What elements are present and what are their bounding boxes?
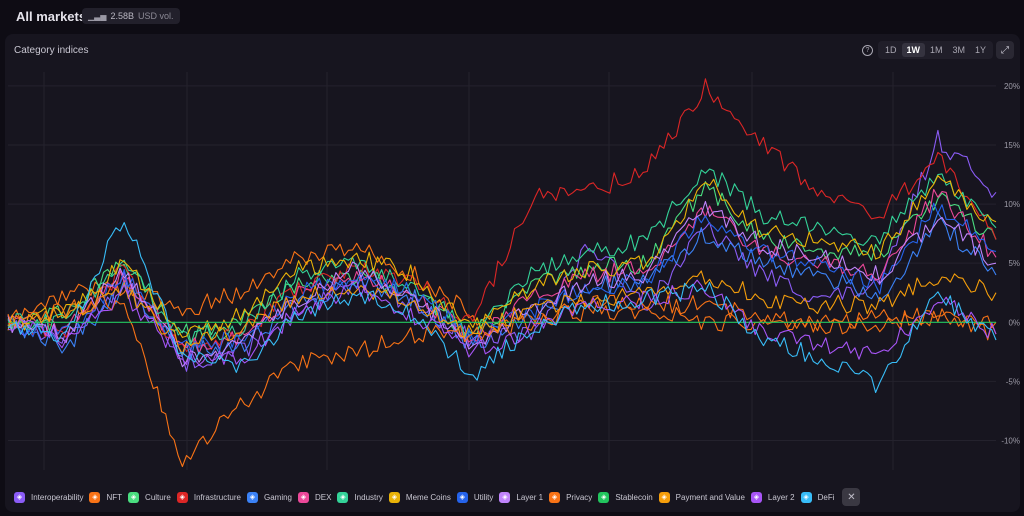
timeframe-1m[interactable]: 1M: [930, 45, 943, 55]
series-line-meme-coins[interactable]: [7, 175, 997, 338]
timeframe-1y[interactable]: 1Y: [975, 45, 987, 55]
y-tick-label: 20%: [1004, 82, 1020, 91]
volume-unit: USD vol.: [138, 11, 174, 21]
legend-label: Culture: [145, 492, 171, 502]
legend-label: Payment and Value: [675, 492, 745, 502]
layer-2-icon: ◈: [750, 491, 762, 503]
legend-item-stablecoin[interactable]: ◈ Stablecoin: [598, 491, 653, 503]
legend-label: Privacy: [566, 492, 593, 502]
y-tick-label: -10%: [1001, 436, 1020, 445]
legend-item-meme-coins[interactable]: ◈ Meme Coins: [388, 491, 451, 503]
legend-item-utility[interactable]: ◈ Utility: [456, 491, 494, 503]
collapse-icon: ⤢: [1001, 44, 1009, 56]
legend-item-culture[interactable]: ◈ Culture: [128, 491, 171, 503]
payment-and-value-icon: ◈: [658, 491, 670, 503]
series-line-gaming[interactable]: [7, 212, 997, 360]
panel-title: Category indices: [14, 45, 89, 56]
legend-item-privacy[interactable]: ◈ Privacy: [549, 491, 593, 503]
volume-badge: ▁▃▅ 2.58B USD vol.: [82, 8, 180, 24]
y-tick-label: 0%: [1008, 318, 1020, 327]
industry-icon: ◈: [337, 491, 349, 503]
series-line-layer-2[interactable]: [7, 279, 997, 366]
timeframe-1d[interactable]: 1D: [885, 45, 897, 55]
defi-icon: ◈: [800, 491, 812, 503]
legend-label: NFT: [106, 492, 123, 502]
legend-item-layer-1[interactable]: ◈ Layer 1: [499, 491, 544, 503]
series-line-nft[interactable]: [7, 242, 997, 341]
legend-label: Meme Coins: [405, 492, 451, 502]
legend-item-interoperability[interactable]: ◈ Interoperability: [14, 491, 84, 503]
infrastructure-icon: ◈: [176, 491, 188, 503]
stablecoin-icon: ◈: [598, 491, 610, 503]
legend-item-defi[interactable]: ◈ DeFi: [800, 491, 835, 503]
category-indices-panel: Category indices ? 1D 1W 1M 3M 1Y ⤢: [5, 34, 1020, 512]
series-line-industry[interactable]: [7, 168, 997, 346]
legend: ◈ Interoperability ◈ NFT ◈ Culture ◈ Infrastruc…: [14, 488, 861, 506]
y-tick-label: 10%: [1004, 200, 1020, 209]
legend-label: Industry: [354, 492, 383, 502]
meme-coins-icon: ◈: [388, 491, 400, 503]
legend-label: Stablecoin: [615, 492, 653, 502]
legend-label: Infrastructure: [193, 492, 241, 502]
bar-chart-icon: ▁▃▅: [88, 11, 107, 21]
series-line-payment-and-value[interactable]: [7, 270, 997, 355]
privacy-icon: ◈: [549, 491, 561, 503]
culture-icon: ◈: [128, 491, 140, 503]
legend-label: Interoperability: [31, 492, 84, 502]
legend-label: DeFi: [817, 492, 835, 502]
volume-value: 2.58B: [110, 11, 134, 21]
legend-item-dex[interactable]: ◈ DEX: [298, 491, 332, 503]
y-tick-label: 15%: [1004, 141, 1020, 150]
legend-label: Layer 2: [767, 492, 795, 502]
legend-label: DEX: [315, 492, 332, 502]
close-legend-button[interactable]: ✕: [842, 488, 861, 506]
y-tick-label: -5%: [1006, 377, 1020, 386]
legend-item-industry[interactable]: ◈ Industry: [337, 491, 383, 503]
series-line-defi[interactable]: [7, 222, 997, 394]
nft-icon: ◈: [89, 491, 101, 503]
legend-item-payment-and-value[interactable]: ◈ Payment and Value: [658, 491, 745, 503]
layer-1-icon: ◈: [499, 491, 511, 503]
utility-icon: ◈: [456, 491, 468, 503]
legend-item-nft[interactable]: ◈ NFT: [89, 491, 123, 503]
help-icon[interactable]: ?: [862, 45, 873, 56]
legend-item-layer-2[interactable]: ◈ Layer 2: [750, 491, 795, 503]
y-tick-label: 5%: [1008, 259, 1020, 268]
series-line-interoperability[interactable]: [7, 129, 997, 372]
page-title: All markets: [16, 9, 87, 24]
legend-label: Layer 1: [516, 492, 544, 502]
timeframe-3m[interactable]: 3M: [952, 45, 966, 55]
top-bar: All markets ▁▃▅ 2.58B USD vol.: [0, 0, 1024, 32]
legend-label: Gaming: [263, 492, 292, 502]
legend-item-gaming[interactable]: ◈ Gaming: [246, 491, 292, 503]
timeframe-1w[interactable]: 1W: [901, 43, 926, 57]
interoperability-icon: ◈: [14, 491, 25, 503]
timeframe-selector: 1D 1W 1M 3M 1Y: [878, 41, 994, 59]
series-line-layer-1[interactable]: [7, 200, 997, 368]
dex-icon: ◈: [298, 491, 309, 503]
legend-label: Utility: [473, 492, 494, 502]
close-icon: ✕: [847, 491, 856, 503]
collapse-button[interactable]: ⤢: [996, 41, 1014, 59]
gaming-icon: ◈: [246, 491, 258, 503]
legend-item-infrastructure[interactable]: ◈ Infrastructure: [176, 491, 241, 503]
